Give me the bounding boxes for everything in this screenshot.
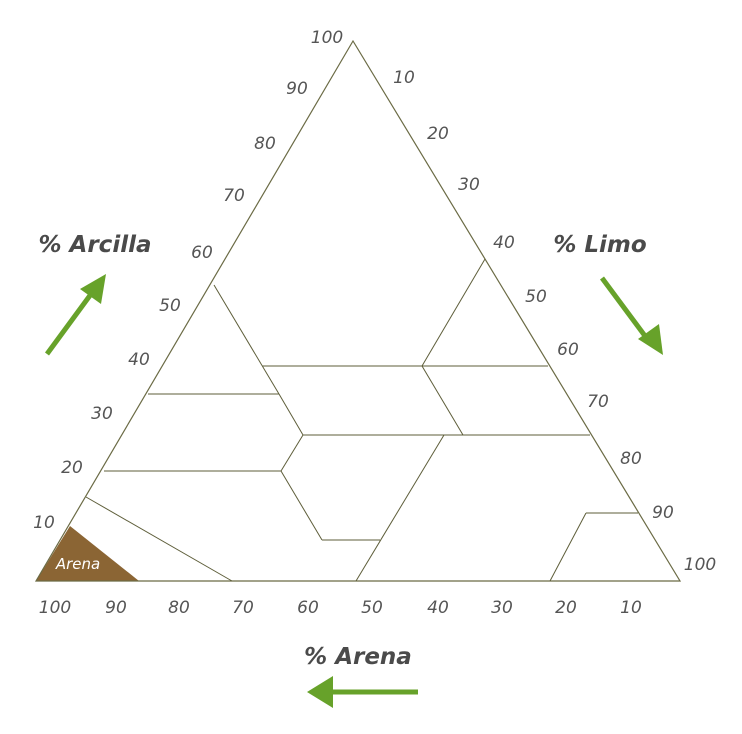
silt-axis-title: % Limo [553, 232, 646, 258]
sand-region [36, 526, 139, 581]
silt-tick-label: 30 [458, 175, 480, 195]
boundary-line [355, 434, 445, 582]
silt-arrow-icon [599, 276, 663, 355]
triangle-outline [34, 39, 682, 582]
silt-ticks: 10 20 30 40 50 60 70 80 90 100 [393, 68, 716, 575]
sand-tick-label: 20 [555, 598, 577, 618]
boundary-line [421, 258, 486, 367]
sand-tick-label: 80 [168, 598, 190, 618]
boundary-line [421, 365, 464, 436]
clay-tick-label: 10 [33, 513, 55, 533]
clay-ticks: 10 20 30 40 50 60 70 80 90 100 [33, 28, 343, 533]
silt-tick-label: 10 [393, 68, 415, 88]
sand-tick-label: 70 [232, 598, 254, 618]
boundary-line [278, 393, 304, 436]
clay-arrow-icon [44, 274, 106, 356]
clay-tick-label: 100 [311, 28, 343, 48]
silt-tick-label: 100 [684, 555, 716, 575]
silt-tick-label: 40 [493, 233, 515, 253]
boundary-line [213, 284, 280, 395]
clay-tick-label: 50 [159, 296, 181, 316]
clay-tick-label: 30 [91, 404, 113, 424]
clay-tick-label: 90 [286, 79, 308, 99]
sand-arrow-icon [307, 676, 418, 708]
silt-tick-label: 70 [587, 392, 609, 412]
silt-tick-label: 80 [620, 449, 642, 469]
silt-tick-label: 90 [652, 503, 674, 523]
texture-boundaries [85, 258, 638, 582]
sand-tick-label: 100 [39, 598, 71, 618]
sand-tick-label: 60 [297, 598, 319, 618]
sand-tick-label: 30 [491, 598, 513, 618]
sand-ticks: 100 90 80 70 60 50 40 30 20 10 [39, 598, 642, 618]
sand-tick-label: 10 [620, 598, 642, 618]
silt-tick-label: 20 [427, 124, 449, 144]
clay-tick-label: 80 [254, 134, 276, 154]
sand-tick-label: 90 [105, 598, 127, 618]
boundary-line [280, 434, 304, 472]
boundary-line [549, 512, 587, 582]
clay-tick-label: 70 [223, 186, 245, 206]
sand-tick-label: 50 [361, 598, 383, 618]
clay-tick-label: 20 [61, 458, 83, 478]
clay-tick-label: 60 [191, 243, 213, 263]
clay-tick-label: 40 [128, 350, 150, 370]
silt-tick-label: 60 [557, 340, 579, 360]
boundary-line [85, 496, 233, 582]
boundary-line [280, 470, 323, 541]
sand-axis-title: % Arena [304, 644, 412, 670]
clay-axis-title: % Arcilla [38, 232, 151, 258]
silt-tick-label: 50 [525, 287, 547, 307]
sand-tick-label: 40 [427, 598, 449, 618]
sand-region-label: Arena [55, 555, 100, 573]
